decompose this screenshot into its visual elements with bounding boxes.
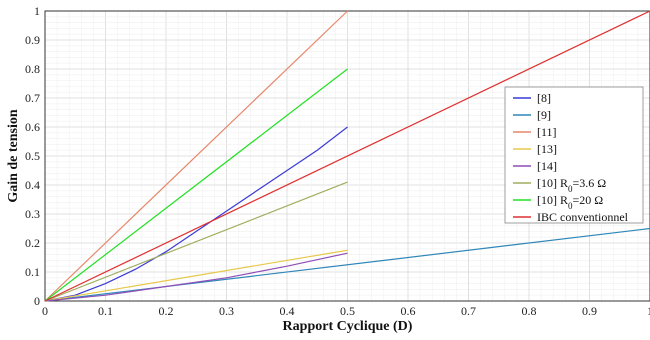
x-tick-label: 0.4 (280, 304, 295, 318)
y-axis-ticks: 0 0.1 0.2 0.3 0.4 0.5 0.6 0.7 0.8 0.9 1 (25, 4, 40, 308)
series-line-5 (44, 181, 348, 302)
series-line-3 (44, 249, 348, 302)
legend-label: IBC conventionnel (537, 210, 629, 224)
x-tick-label: 0.7 (461, 304, 476, 318)
legend-label: [10] R0=3.6 Ω (537, 176, 606, 194)
x-tick-label: 0.5 (340, 304, 355, 318)
x-tick-label: 0.2 (159, 304, 174, 318)
y-tick-label: 0.9 (25, 33, 40, 47)
y-tick-label: 0.1 (25, 265, 40, 279)
legend-label: [14] (537, 159, 557, 173)
series-line-0 (44, 126, 348, 302)
x-axis-label: Rapport Cyclique (D) (283, 319, 413, 334)
legend: [8] [9] [11] [13] [14] [10] R0=3.6 Ω[10] R0=2… (504, 86, 644, 224)
x-tick-label: 0.8 (522, 304, 537, 318)
legend-label: [11] (537, 125, 557, 139)
x-tick-label: 0.3 (219, 304, 234, 318)
y-tick-label: 0.7 (25, 91, 40, 105)
legend-label: [13] (537, 142, 557, 156)
y-tick-label: 0.8 (25, 62, 40, 76)
series-line-2 (44, 10, 348, 302)
x-tick-label: 0.1 (98, 304, 113, 318)
legend-label: [8] (537, 91, 551, 105)
legend-label: [9] (537, 108, 551, 122)
y-tick-label: 0.2 (25, 236, 40, 250)
y-tick-label: 0.3 (25, 207, 40, 221)
x-tick-label: 0 (42, 304, 48, 318)
y-tick-label: 0.4 (25, 178, 40, 192)
x-tick-label: 0.9 (582, 304, 597, 318)
y-axis-label: Gain de tension (6, 109, 21, 203)
x-axis-ticks: 0 0.1 0.2 0.3 0.4 0.5 0.6 0.7 0.8 0.9 1 (42, 304, 650, 318)
x-tick-label: 1 (647, 304, 650, 318)
y-tick-label: 0.5 (25, 149, 40, 163)
series-line-7 (44, 10, 650, 302)
series-line-4 (44, 252, 348, 302)
legend-label: [10] R0=20 Ω (537, 193, 603, 211)
series-line-6 (44, 68, 348, 302)
series-layer (44, 10, 650, 302)
y-tick-label: 1 (34, 4, 40, 18)
y-tick-label: 0 (34, 294, 40, 308)
x-tick-label: 0.6 (401, 304, 416, 318)
y-tick-label: 0.6 (25, 120, 40, 134)
